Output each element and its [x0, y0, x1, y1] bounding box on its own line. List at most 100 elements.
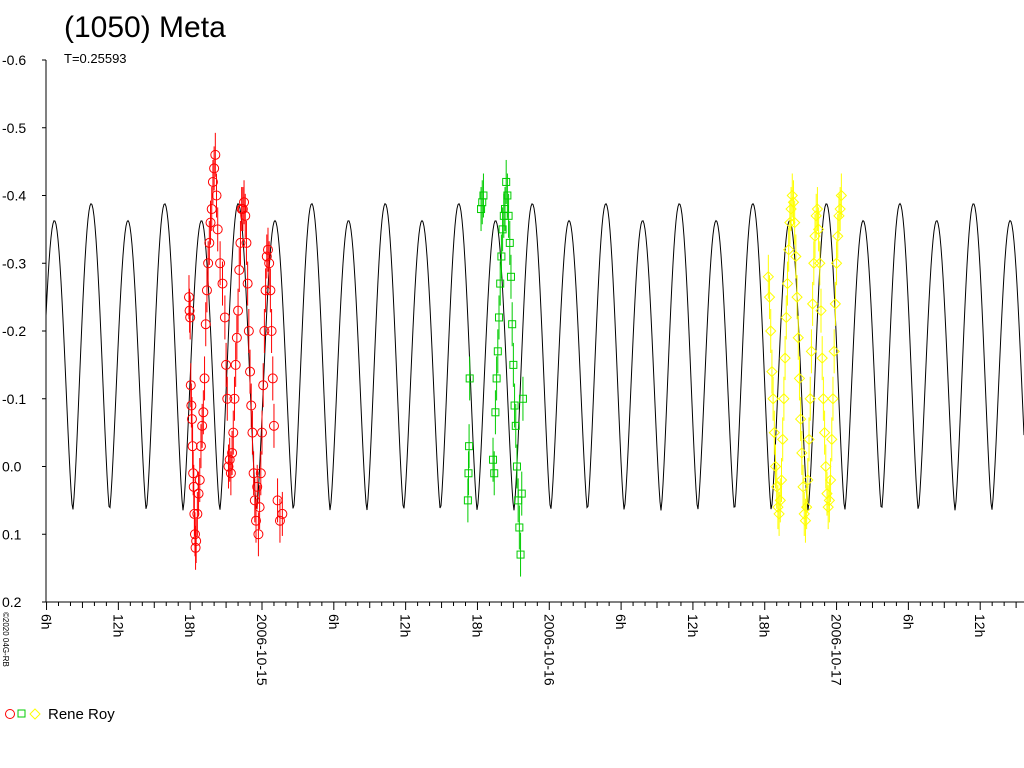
x-tick-label: 18h	[182, 614, 198, 637]
data-point-circle	[186, 414, 197, 425]
data-point-circle	[199, 373, 210, 384]
data-point-square	[492, 374, 501, 383]
data-point-square	[512, 462, 521, 471]
data-point-diamond	[811, 203, 824, 215]
data-point-circle	[268, 420, 279, 431]
data-point-circle	[245, 366, 256, 377]
y-tick-label: 0.2	[2, 594, 22, 610]
data-point-circle	[258, 380, 269, 391]
data-point-circle	[257, 427, 267, 438]
y-tick-label: -0.4	[2, 188, 26, 204]
data-point-circle	[251, 515, 262, 526]
data-point-diamond	[768, 426, 781, 439]
data-point-circle	[215, 258, 226, 269]
data-point-circle	[224, 454, 235, 465]
data-point-circle	[274, 515, 285, 526]
x-tick-label: 2006-10-15	[254, 614, 270, 686]
legend: Rene Roy	[4, 704, 115, 724]
data-point-circle	[242, 278, 253, 289]
legend-markers	[5, 708, 41, 720]
data-point-diamond	[820, 460, 832, 473]
x-tick-label: 12h	[110, 614, 126, 637]
data-point-diamond	[788, 216, 801, 229]
data-point-circle	[203, 258, 214, 269]
y-tick-label: -0.2	[2, 323, 26, 339]
data-point-diamond	[769, 460, 782, 473]
data-point-circle	[219, 312, 230, 323]
data-point-circle	[190, 542, 201, 553]
data-point-circle	[262, 244, 273, 255]
y-tick-label: 0.1	[2, 526, 22, 542]
y-tick-label: -0.3	[2, 255, 26, 271]
data-point-circle	[267, 373, 278, 384]
data-point-circle	[222, 393, 233, 404]
data-point-square	[497, 252, 506, 261]
data-point-square	[463, 496, 472, 505]
data-point-circle	[265, 285, 276, 296]
data-point-circle	[200, 319, 211, 330]
model-curve-layer	[45, 202, 1024, 511]
series-diamond	[762, 173, 848, 543]
data-point-circle	[261, 251, 272, 262]
data-point-diamond	[766, 365, 778, 378]
y-tick-label: -0.5	[2, 120, 26, 136]
data-point-diamond	[796, 447, 808, 459]
data-point-circle	[212, 224, 223, 235]
data-point-square	[508, 320, 517, 329]
data-point-square	[509, 360, 518, 369]
data-point-circle	[246, 400, 257, 411]
data-point-diamond	[773, 508, 785, 520]
data-point-circle	[223, 461, 234, 472]
data-point-diamond	[798, 508, 810, 520]
data-point-square	[516, 550, 525, 559]
data-point-circle	[230, 359, 241, 370]
data-point-circle	[277, 508, 288, 519]
data-point-diamond	[790, 250, 802, 263]
data-point-diamond	[791, 291, 803, 303]
data-point-diamond	[827, 393, 839, 405]
data-point-diamond	[776, 433, 789, 446]
data-point-diamond	[781, 277, 794, 290]
data-point-diamond	[828, 345, 840, 358]
data-point-circle	[185, 380, 196, 391]
data-point-square	[493, 347, 502, 356]
data-point-diamond	[786, 189, 798, 202]
data-point-diamond	[780, 311, 792, 324]
chart-title: (1050) Meta	[64, 11, 226, 44]
x-tick-label: 12h	[972, 614, 988, 637]
data-point-diamond	[805, 345, 818, 358]
data-point-diamond	[816, 352, 828, 364]
data-point-diamond	[823, 494, 836, 507]
data-point-square	[465, 442, 474, 451]
x-tick-label: 12h	[685, 614, 701, 637]
data-point-circle	[204, 237, 215, 248]
data-point-diamond	[814, 257, 826, 269]
data-point-circle	[187, 441, 198, 452]
data-point-circle	[211, 190, 222, 201]
data-point-circle	[235, 237, 246, 248]
data-point-diamond	[818, 426, 831, 439]
data-point-circle	[243, 326, 254, 336]
data-point-diamond	[774, 494, 787, 507]
data-point-circle	[247, 427, 258, 438]
data-point-diamond	[775, 474, 788, 486]
data-point-square	[515, 523, 524, 532]
x-tick-label: 6h	[326, 614, 342, 630]
data-point-diamond	[772, 501, 784, 513]
data-point-circle	[240, 210, 251, 221]
x-tick-label: 2006-10-16	[541, 614, 557, 686]
data-point-circle	[255, 468, 266, 479]
data-point-circle	[248, 468, 259, 479]
data-point-diamond	[834, 203, 846, 215]
data-point-diamond	[804, 393, 816, 405]
x-tick-label: 18h	[469, 614, 485, 637]
data-point-diamond	[767, 393, 779, 405]
data-point-diamond	[794, 413, 807, 425]
data-point-circle	[205, 217, 216, 228]
data-point-diamond	[763, 291, 776, 303]
data-point-circle	[209, 163, 220, 174]
data-point-diamond	[824, 474, 837, 486]
data-point-square	[503, 191, 512, 200]
data-point-square	[511, 421, 520, 430]
